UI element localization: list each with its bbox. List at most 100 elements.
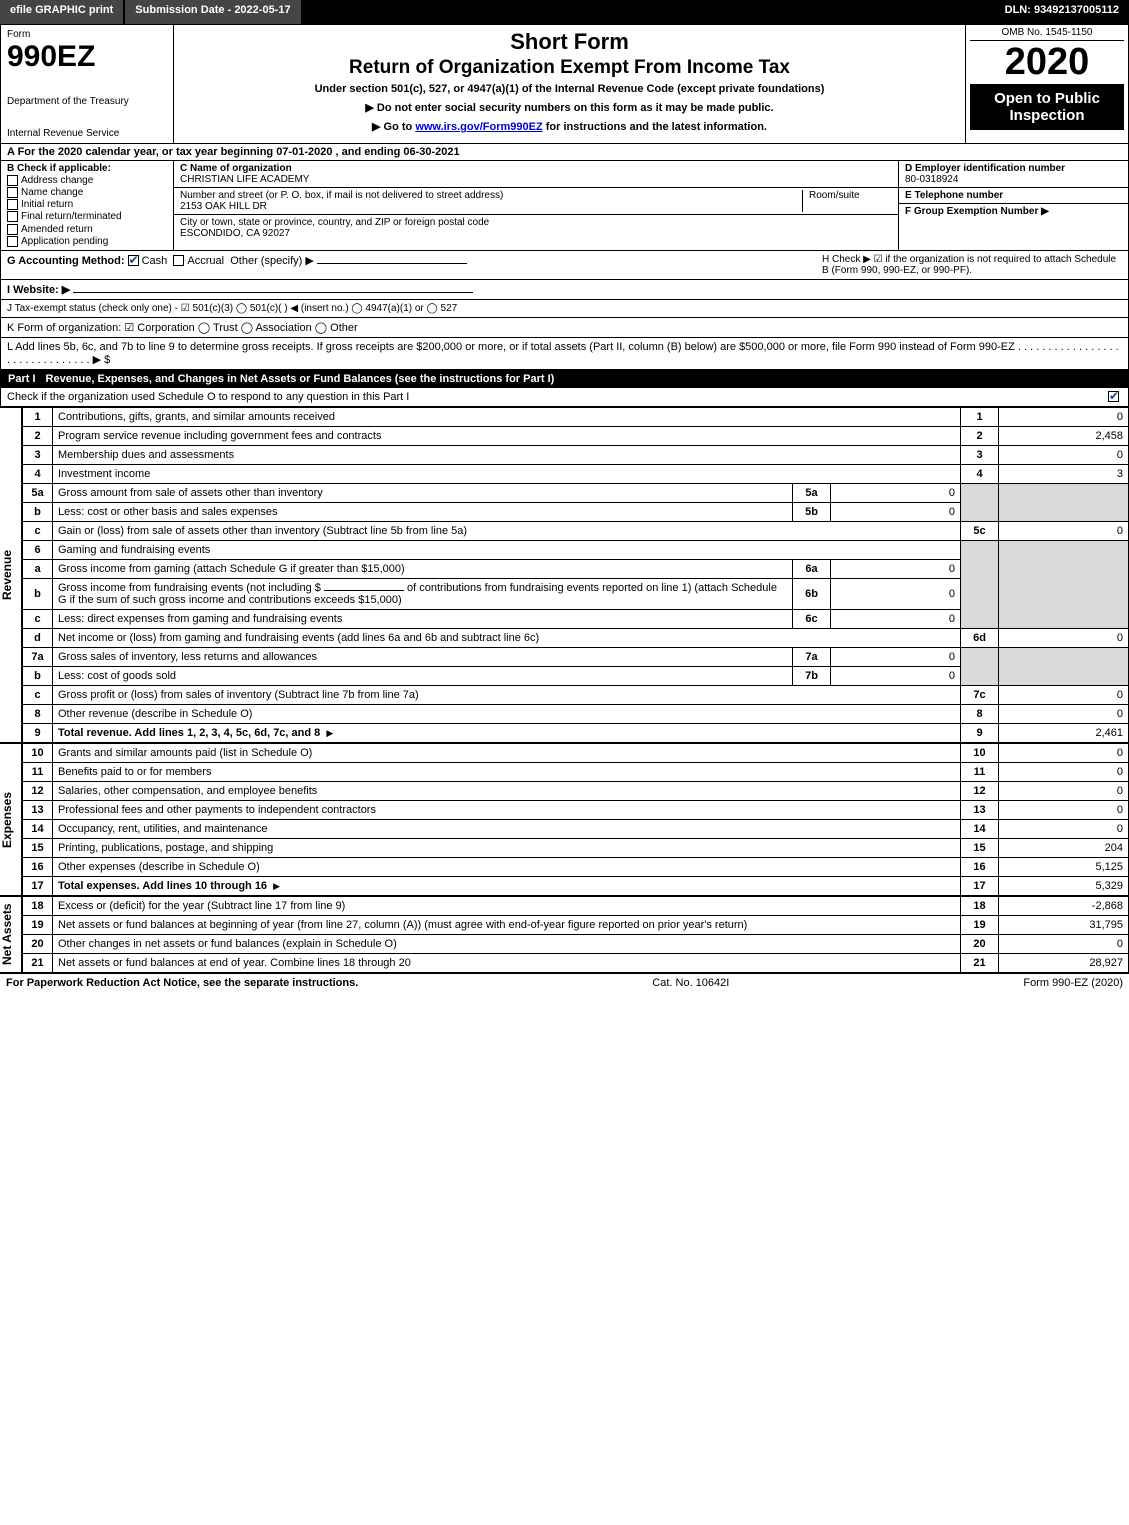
line-21: 21 Net assets or fund balances at end of …	[23, 953, 1129, 972]
chk-final-return[interactable]: Final return/terminated	[7, 211, 167, 222]
irs-link[interactable]: www.irs.gov/Form990EZ	[415, 121, 542, 133]
expenses-table: 10Grants and similar amounts paid (list …	[22, 743, 1129, 896]
l11-amt: 0	[999, 762, 1129, 781]
l21-desc: Net assets or fund balances at end of ye…	[58, 957, 411, 969]
website-line[interactable]	[73, 292, 473, 293]
note2-pre: ▶ Go to	[372, 121, 415, 133]
l20-num: 20	[23, 934, 53, 953]
l1-desc: Contributions, gifts, grants, and simila…	[58, 411, 335, 423]
l5c-num: c	[23, 521, 53, 540]
l14-box: 14	[961, 819, 999, 838]
l3-box: 3	[961, 445, 999, 464]
l3-amt: 0	[999, 445, 1129, 464]
part1-schedule-o-checkbox[interactable]	[1108, 391, 1119, 402]
l6b-desc1: Gross income from fundraising events (no…	[58, 582, 321, 594]
line-14: 14Occupancy, rent, utilities, and mainte…	[23, 819, 1129, 838]
chk-address-change[interactable]: Address change	[7, 175, 167, 186]
l18-box: 18	[961, 896, 999, 915]
omb-number: OMB No. 1545-1150	[970, 27, 1124, 41]
other-specify-line[interactable]	[317, 263, 467, 264]
l6-desc: Gaming and fundraising events	[58, 544, 210, 556]
submission-date-button[interactable]: Submission Date - 2022-05-17	[125, 0, 302, 24]
section-def: D Employer identification number 80-0318…	[898, 161, 1128, 250]
chk-amended-return[interactable]: Amended return	[7, 224, 167, 235]
chk-amended-return-label: Amended return	[21, 224, 93, 235]
org-addr-label: Number and street (or P. O. box, if mail…	[180, 190, 503, 201]
dln-label: DLN: 93492137005112	[995, 0, 1129, 24]
l7b-num: b	[23, 666, 53, 685]
expenses-section: Expenses 10Grants and similar amounts pa…	[0, 743, 1129, 896]
line-7c: cGross profit or (loss) from sales of in…	[23, 685, 1129, 704]
row-l: L Add lines 5b, 6c, and 7b to line 9 to …	[0, 338, 1129, 370]
l21-box: 21	[961, 953, 999, 972]
chk-application-pending[interactable]: Application pending	[7, 236, 167, 247]
chk-cash[interactable]	[128, 255, 139, 266]
l2-box: 2	[961, 426, 999, 445]
l6b-blank[interactable]	[324, 590, 404, 591]
line-1: 1Contributions, gifts, grants, and simil…	[23, 407, 1129, 426]
l17-box: 17	[961, 876, 999, 895]
l5b-desc: Less: cost or other basis and sales expe…	[58, 506, 278, 518]
l6d-box: 6d	[961, 628, 999, 647]
chk-name-change[interactable]: Name change	[7, 187, 167, 198]
l6a-ibox: 6a	[793, 559, 831, 578]
chk-accrual[interactable]	[173, 255, 184, 266]
l6d-amt: 0	[999, 628, 1129, 647]
line-5a: 5a Gross amount from sale of assets other…	[23, 483, 1129, 502]
footer-right: Form 990-EZ (2020)	[1023, 977, 1123, 989]
l5b-num: b	[23, 502, 53, 521]
line-8: 8Other revenue (describe in Schedule O)8…	[23, 704, 1129, 723]
l17-arrow-icon	[270, 880, 283, 892]
footer-left: For Paperwork Reduction Act Notice, see …	[6, 977, 358, 989]
l9-arrow-icon	[323, 727, 336, 739]
net-assets-section: Net Assets 18Excess or (deficit) for the…	[0, 896, 1129, 973]
row-k: K Form of organization: ☑ Corporation ◯ …	[0, 318, 1129, 338]
section-b-heading: B Check if applicable:	[7, 163, 167, 174]
l6b-num: b	[23, 578, 53, 609]
l11-desc: Benefits paid to or for members	[58, 766, 211, 778]
l10-amt: 0	[999, 743, 1129, 762]
l18-amt: -2,868	[999, 896, 1129, 915]
l5b-ibox: 5b	[793, 502, 831, 521]
org-name-label: C Name of organization	[180, 163, 292, 174]
l7b-iamt: 0	[831, 666, 961, 685]
l7b-ibox: 7b	[793, 666, 831, 685]
line-9: 9Total revenue. Add lines 1, 2, 3, 4, 5c…	[23, 723, 1129, 742]
line-20: 20Other changes in net assets or fund ba…	[23, 934, 1129, 953]
chk-initial-return[interactable]: Initial return	[7, 199, 167, 210]
footer-center: Cat. No. 10642I	[358, 977, 1023, 989]
l9-box: 9	[961, 723, 999, 742]
l5-greybox	[961, 483, 999, 521]
part1-check-text: Check if the organization used Schedule …	[7, 391, 1108, 403]
line-11: 11Benefits paid to or for members110	[23, 762, 1129, 781]
part1-header: Part I Revenue, Expenses, and Changes in…	[0, 370, 1129, 388]
header-right: OMB No. 1545-1150 2020 Open to Public In…	[966, 25, 1128, 143]
org-addr: 2153 OAK HILL DR	[180, 201, 267, 212]
l6c-num: c	[23, 609, 53, 628]
title-short-form: Short Form	[182, 29, 957, 55]
group-exemption-label: F Group Exemption Number ▶	[905, 206, 1049, 217]
l16-box: 16	[961, 857, 999, 876]
room-suite-label: Room/suite	[809, 190, 860, 201]
l13-box: 13	[961, 800, 999, 819]
header-note-link: ▶ Go to www.irs.gov/Form990EZ for instru…	[182, 120, 957, 133]
l5c-desc: Gain or (loss) from sale of assets other…	[58, 525, 467, 537]
l15-num: 15	[23, 838, 53, 857]
l6a-desc: Gross income from gaming (attach Schedul…	[58, 563, 405, 575]
section-b: B Check if applicable: Address change Na…	[1, 161, 174, 250]
l5a-desc: Gross amount from sale of assets other t…	[58, 487, 323, 499]
org-name: CHRISTIAN LIFE ACADEMY	[180, 174, 309, 185]
l5a-num: 5a	[23, 483, 53, 502]
l20-amt: 0	[999, 934, 1129, 953]
net-assets-table: 18Excess or (deficit) for the year (Subt…	[22, 896, 1129, 973]
l7c-box: 7c	[961, 685, 999, 704]
l3-desc: Membership dues and assessments	[58, 449, 234, 461]
line-6: 6Gaming and fundraising events	[23, 540, 1129, 559]
line-17: 17Total expenses. Add lines 10 through 1…	[23, 876, 1129, 895]
efile-print-button[interactable]: efile GRAPHIC print	[0, 0, 125, 24]
l8-box: 8	[961, 704, 999, 723]
line-16: 16Other expenses (describe in Schedule O…	[23, 857, 1129, 876]
expenses-side-label: Expenses	[0, 743, 22, 896]
l4-box: 4	[961, 464, 999, 483]
section-c: C Name of organization CHRISTIAN LIFE AC…	[174, 161, 898, 250]
